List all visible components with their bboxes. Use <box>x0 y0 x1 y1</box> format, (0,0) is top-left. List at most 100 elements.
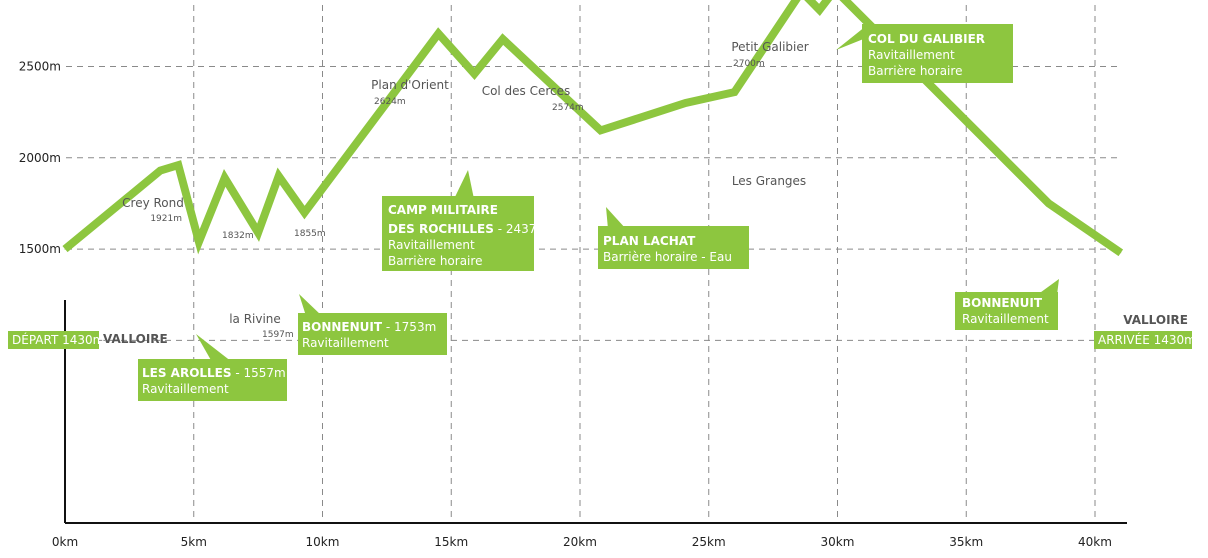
x-tick-label-4: 20km <box>563 535 597 549</box>
x-tick-label-7: 35km <box>949 535 983 549</box>
checkpoint-title-text-2: BONNENUIT <box>302 320 383 334</box>
peak-name-4: Plan d'Orient <box>371 78 449 92</box>
checkpoint-box-2: BONNENUIT - 1753m Ravitaillement <box>298 294 447 355</box>
end-label-1: VALLOIRE <box>1123 313 1188 327</box>
peak-name-5: Col des Cerces <box>482 84 571 98</box>
checkpoint-connector-1 <box>196 334 232 362</box>
end-label-0: VALLOIRE <box>103 332 168 346</box>
checkpoint-title-8: ARRIVÉE 1430m <box>1098 332 1196 347</box>
x-tick-label-6: 30km <box>821 535 855 549</box>
checkpoint-rect-0 <box>8 331 99 349</box>
profile-point-10 <box>502 38 504 40</box>
checkpoint-box-6: COL DU GALIBIER Ravitaillement Barrière ho… <box>836 24 1013 83</box>
peak-alt-0: 1921m <box>150 214 182 224</box>
profile-point-17 <box>1048 202 1050 204</box>
peak-alt-5: 2574m <box>552 103 584 113</box>
peak-name-0: Crey Rond <box>122 196 184 210</box>
checkpoint-title-text-4: DES ROCHILLES <box>388 222 494 236</box>
checkpoint-connector-7 <box>1037 279 1059 295</box>
y-tick-label-2: 2000m <box>19 151 61 165</box>
profile-line <box>62 0 1124 257</box>
profile-point-2 <box>177 164 179 166</box>
checkpoint-box-0: DÉPART 1430m <box>8 331 104 349</box>
profile-point-11 <box>600 129 602 131</box>
profile-point-15 <box>818 9 820 11</box>
profile-point-6 <box>278 175 280 177</box>
checkpoint-box-3: CAMP MILITAIRE <box>382 170 534 217</box>
peak-alt-3: 1855m <box>294 229 326 239</box>
profile-point-3 <box>198 241 200 243</box>
checkpoint-inline-2: - 1753m <box>382 320 436 334</box>
profile-point-9 <box>473 73 475 75</box>
checkpoint-title-0: DÉPART 1430m <box>12 332 104 347</box>
peak-alt-1: 1832m <box>222 231 254 241</box>
checkpoint-title-text-6: COL DU GALIBIER <box>868 32 985 46</box>
y-tick-label-3: 1500m <box>19 242 61 256</box>
profile-point-13 <box>734 91 735 93</box>
checkpoint-line-4-0: Ravitaillement <box>388 238 475 252</box>
end-labels: VALLOIRE VALLOIRE <box>103 313 1188 346</box>
checkpoint-box-4: DES ROCHILLES - 2437m Ravitaillement Barri… <box>382 216 548 271</box>
checkpoint-connector-6 <box>836 26 866 50</box>
profile-point-12 <box>685 102 687 104</box>
checkpoint-title-3: CAMP MILITAIRE <box>388 203 498 217</box>
checkpoint-rect-7 <box>955 292 1058 330</box>
x-tick-label-0: 0km <box>52 535 78 549</box>
profile-point-5 <box>257 232 259 234</box>
checkpoint-line-2-0: Ravitaillement <box>302 336 389 350</box>
checkpoint-rect-3 <box>382 196 534 216</box>
checkpoint-title-2: BONNENUIT - 1753m <box>302 320 436 334</box>
x-tick-label-5: 25km <box>692 535 726 549</box>
checkpoint-line-7-0: Ravitaillement <box>962 312 1049 326</box>
checkpoint-title-5: PLAN LACHAT <box>603 234 696 248</box>
checkpoint-inline-1: - 1557m <box>232 366 286 380</box>
checkpoint-line-4-1: Barrière horaire <box>388 254 482 268</box>
axes <box>64 300 1127 524</box>
checkpoint-rect-1 <box>138 359 287 401</box>
checkpoint-connector-5 <box>606 207 626 229</box>
checkpoint-line-1-0: Ravitaillement <box>142 382 229 396</box>
peak-alt-2: 1597m <box>262 330 294 340</box>
checkpoint-box-7: BONNENUIT Ravitaillement <box>955 279 1059 330</box>
checkpoint-title-text-8: ARRIVÉE 1430m <box>1098 332 1196 347</box>
checkpoint-title-text-1: LES AROLLES <box>142 366 232 380</box>
x-tick-label-1: 5km <box>181 535 207 549</box>
checkpoint-rect-8 <box>1094 331 1192 349</box>
peak-name-2: la Rivine <box>229 312 281 326</box>
checkpoint-title-7: BONNENUIT <box>962 296 1043 310</box>
checkpoint-title-text-3: CAMP MILITAIRE <box>388 203 498 217</box>
checkpoint-rect-2 <box>298 313 447 355</box>
y-tick-label-1: 2500m <box>19 60 61 74</box>
checkpoint-rect-6 <box>862 24 1013 83</box>
checkpoint-line-5-0: Barrière horaire - Eau <box>603 250 732 264</box>
checkpoint-rect-5 <box>598 226 749 269</box>
checkpoint-title-1: LES AROLLES - 1557m <box>142 366 286 380</box>
peak-name-6: Les Granges <box>732 174 806 188</box>
profile-point-7 <box>303 212 305 214</box>
checkpoint-title-text-0: DÉPART 1430m <box>12 332 104 347</box>
x-tick-label-3: 15km <box>434 535 468 549</box>
checkpoint-connector-3 <box>454 170 474 199</box>
checkpoint-line-6-0: Ravitaillement <box>868 48 955 62</box>
peak-alt-4: 2624m <box>374 97 406 107</box>
checkpoint-title-text-5: PLAN LACHAT <box>603 234 696 248</box>
profile-point-8 <box>437 33 439 35</box>
checkpoint-rect-4 <box>382 216 534 271</box>
peak-labels: Crey Rond 1921m 1832m la Rivine 1597m 1855m Pl… <box>122 40 809 340</box>
profile-point-0 <box>64 248 66 250</box>
x-tick-label-8: 40km <box>1078 535 1112 549</box>
checkpoint-box-8: ARRIVÉE 1430m <box>1094 331 1196 349</box>
profile-point-18 <box>1120 252 1122 254</box>
checkpoint-line-6-1: Barrière horaire <box>868 64 962 78</box>
x-tick-label-2: 10km <box>306 535 340 549</box>
profile-point-1 <box>159 170 161 172</box>
checkpoint-connector-2 <box>299 294 322 316</box>
profile-point-4 <box>224 177 226 179</box>
checkpoint-box-5: PLAN LACHAT Barrière horaire - Eau <box>598 207 749 269</box>
checkpoint-title-text-7: BONNENUIT <box>962 296 1043 310</box>
checkpoint-title-6: COL DU GALIBIER <box>868 32 985 46</box>
peak-name-7: Petit Galibier <box>731 40 808 54</box>
